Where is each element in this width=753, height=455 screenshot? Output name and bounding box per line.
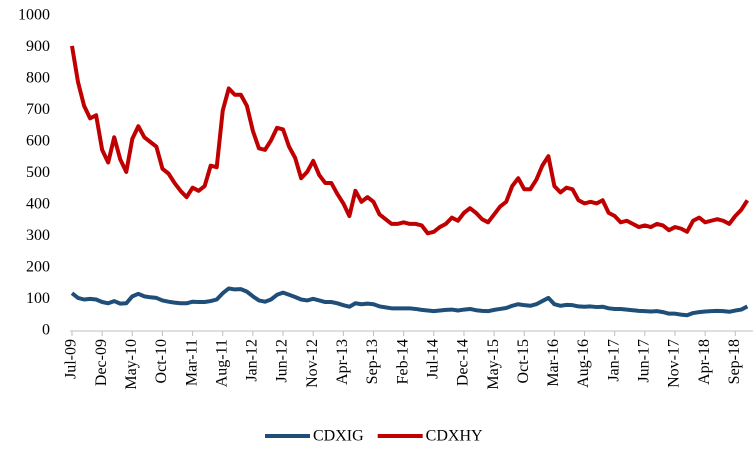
x-tick-label: Jan-17 bbox=[605, 339, 622, 382]
x-tick-label: Jun-17 bbox=[636, 339, 653, 383]
x-tick-label: Jun-12 bbox=[274, 339, 291, 383]
y-tick-label: 900 bbox=[26, 38, 50, 55]
x-tick-label: Aug-11 bbox=[213, 339, 230, 387]
y-tick-label: 800 bbox=[26, 70, 50, 87]
legend-label: CDXIG bbox=[313, 428, 364, 445]
x-tick-label: Nov-12 bbox=[304, 339, 321, 388]
x-tick-label: Mar-11 bbox=[183, 339, 200, 386]
x-tick-label: Apr-13 bbox=[334, 339, 351, 385]
x-tick-label: Nov-17 bbox=[666, 339, 683, 388]
y-tick-label: 0 bbox=[42, 322, 50, 339]
x-tick-label: May-10 bbox=[123, 339, 140, 390]
y-tick-label: 300 bbox=[26, 227, 50, 244]
y-tick-label: 700 bbox=[26, 101, 50, 118]
legend-label: CDXHY bbox=[426, 428, 483, 445]
x-tick-label: Sep-13 bbox=[364, 339, 381, 384]
series-line bbox=[70, 45, 750, 236]
x-tick-label: Oct-15 bbox=[515, 339, 532, 383]
x-tick-label: Jan-12 bbox=[244, 339, 261, 382]
x-tick-label: Dec-09 bbox=[93, 339, 110, 386]
x-tick-label: May-15 bbox=[485, 339, 502, 390]
x-tick-label: Apr-18 bbox=[696, 339, 713, 385]
y-tick-label: 100 bbox=[26, 290, 50, 307]
y-tick-label: 400 bbox=[26, 196, 50, 213]
x-tick-label: Dec-14 bbox=[455, 339, 472, 386]
x-tick-label: Aug-16 bbox=[575, 339, 592, 388]
x-tick-label: Jul-09 bbox=[63, 339, 80, 379]
y-tick-label: 500 bbox=[26, 164, 50, 181]
x-tick-label: Jul-14 bbox=[424, 339, 441, 379]
x-tick-label: Feb-14 bbox=[394, 339, 411, 384]
y-tick-label: 1000 bbox=[18, 7, 50, 24]
series-line bbox=[70, 286, 749, 318]
y-tick-label: 200 bbox=[26, 259, 50, 276]
x-tick-label: Mar-16 bbox=[545, 339, 562, 387]
x-tick-label: Oct-10 bbox=[153, 339, 170, 383]
y-tick-label: 600 bbox=[26, 133, 50, 150]
x-tick-label: Sep-18 bbox=[726, 339, 743, 384]
